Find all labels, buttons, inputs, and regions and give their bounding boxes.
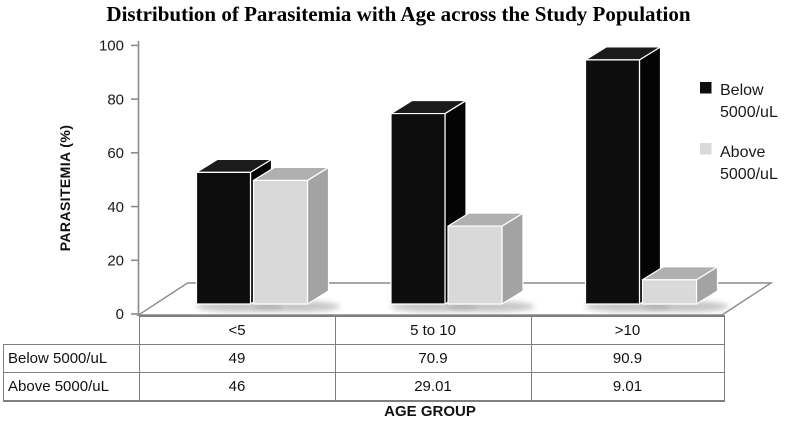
series-row-label: Above 5000/uL [3, 372, 140, 402]
bar-above-5000-<5 [252, 179, 309, 305]
y-tick-label: 20 [107, 252, 124, 269]
table-value: 9.01 [530, 372, 725, 402]
y-tick-label: 0 [116, 306, 124, 323]
table-value: 46 [138, 372, 336, 402]
table-value: 49 [138, 344, 336, 373]
y-tick-label: 40 [107, 199, 124, 216]
table-value: 90.9 [530, 344, 725, 373]
legend-swatch [700, 82, 712, 94]
bar-above-5000-5 to 10 [447, 225, 503, 305]
category-header: >10 [530, 315, 725, 345]
table-value: 70.9 [334, 344, 532, 373]
legend-label: Above [720, 144, 765, 161]
legend-label: 5000/uL [720, 104, 778, 121]
table-value: 29.01 [334, 372, 532, 402]
y-tick-label: 100 [99, 38, 124, 55]
bar-below-5000->10 [584, 59, 641, 305]
table-row: Above 5000/uL 46 29.01 9.01 [3, 372, 725, 402]
bar-below-5000-5 to 10 [390, 112, 446, 305]
chart-title: Distribution of Parasitemia with Age acr… [106, 2, 691, 26]
legend-label: Below [720, 82, 764, 99]
legend-label: 5000/uL [720, 166, 778, 183]
data-table: <5 5 to 10 >10 Below 5000/uL 49 70.9 90.… [3, 315, 725, 402]
bar-above-5000->10 [641, 279, 698, 305]
legend-swatch [700, 143, 712, 155]
bar-side-face [306, 166, 330, 305]
table-header-row: <5 5 to 10 >10 [4, 315, 725, 345]
table-corner-cell [4, 316, 140, 345]
category-header: <5 [138, 315, 336, 345]
y-tick-label: 60 [107, 145, 124, 162]
bar-side-face [501, 212, 524, 305]
y-tick-label: 80 [107, 91, 124, 108]
x-axis-title: AGE GROUP [384, 403, 476, 420]
table-row: Below 5000/uL 49 70.9 90.9 [3, 344, 725, 373]
bar-below-5000-<5 [195, 171, 252, 305]
series-row-label: Below 5000/uL [3, 344, 140, 373]
category-header: 5 to 10 [334, 315, 532, 345]
bar-side-face [638, 46, 662, 305]
